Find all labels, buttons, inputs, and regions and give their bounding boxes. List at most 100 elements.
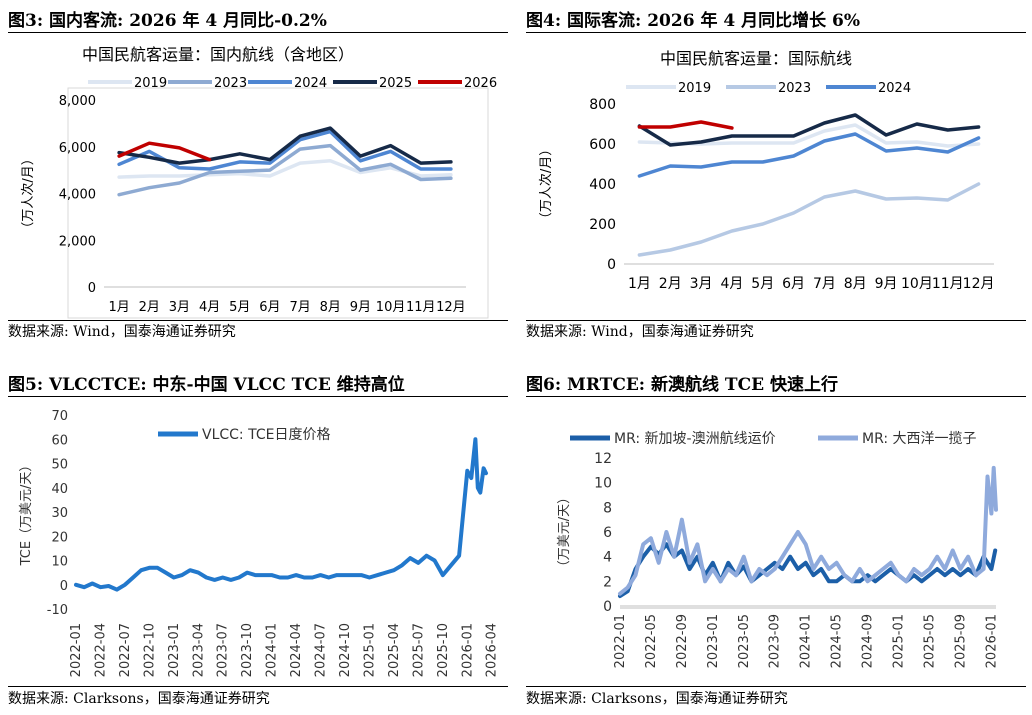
y-tick-label: 30	[51, 506, 68, 521]
y-tick-label: 800	[589, 97, 616, 113]
x-tick-label: 12月	[963, 276, 995, 292]
x-tick-label: 6月	[259, 300, 280, 315]
x-tick-label: 2022-10	[142, 623, 157, 677]
chart-mr: 0 2 4 6 8 10 12 （万美元/天） 2022-01 2022-05 2022-09 202…	[557, 430, 999, 668]
chart-title: 中国民航客运量：国内航线（含地区）	[82, 45, 354, 64]
panel-mr: 图6: MRTCE: 新澳航线 TCE 快速上行 0 2 4 6 8 10 12 （万美元/天…	[526, 370, 1026, 710]
x-tick-label: 2023-01	[167, 623, 182, 677]
x-tick-label: 2024-09	[861, 614, 876, 668]
source-note: 数据来源: Wind，国泰海通证券研究	[8, 324, 236, 340]
x-tick-label: 2025-01	[892, 614, 907, 668]
x-tick-label: 2024-05	[830, 614, 845, 668]
x-tick-label: 4月	[199, 300, 220, 315]
series-line-series-3	[637, 113, 981, 147]
x-tick-label: 2024-01	[265, 623, 280, 677]
x-tick-label: 2024-01	[799, 614, 814, 668]
chart-vlcc: -10 0 10 20 30 40 50 60 70 TCE（万美元/天） 2022-01 2022-…	[19, 409, 500, 677]
title-rule	[526, 32, 1026, 33]
x-tick-label: 8月	[844, 276, 867, 292]
x-tick-label: 2024-04	[289, 623, 304, 677]
x-tick-label: 2024-10	[338, 623, 353, 677]
x-tick-label: 2022-09	[675, 614, 690, 668]
x-tick-label: 11月	[406, 300, 436, 315]
title-rule	[526, 396, 1026, 397]
x-tick-label: 2025-05	[922, 614, 937, 668]
y-tick-label: 0	[60, 579, 68, 594]
y-tick-label: -10	[47, 603, 68, 618]
chart-title: 中国民航客运量：国际航线	[660, 49, 852, 68]
series-line-MR: 新加坡-澳洲航线运价	[618, 542, 998, 599]
legend-label: MR: 大西洋一揽子	[862, 430, 977, 447]
chart-domestic: 中国民航客运量：国内航线（含地区） 0 2,000 4,000 6,000 8,000 （万…	[20, 45, 497, 319]
y-tick-label: 8,000	[59, 94, 96, 109]
y-tick-label: 2	[603, 574, 612, 590]
y-tick-label: 10	[594, 476, 612, 492]
x-tick-label: 2025-09	[953, 614, 968, 668]
x-tick-label: 7月	[813, 276, 836, 292]
figure-title: 图6: MRTCE: 新澳航线 TCE 快速上行	[526, 375, 838, 395]
y-tick-label: 8	[603, 500, 612, 516]
series-line-2019	[117, 159, 453, 179]
legend-label: 2025	[379, 76, 412, 91]
x-tick-label: 1月	[628, 276, 651, 292]
x-tick-label: 12月	[436, 300, 466, 315]
x-tick-label: 2025-07	[411, 623, 426, 677]
x-tick-label: 9月	[875, 276, 898, 292]
y-axis-label: （万人次/月）	[20, 152, 36, 234]
x-tick-label: 8月	[320, 300, 341, 315]
legend-label: 2023	[214, 76, 247, 91]
x-tick-label: 2022-04	[93, 623, 108, 677]
x-tick-label: 2025-04	[387, 623, 402, 677]
title-rule	[8, 396, 508, 397]
x-tick-label: 1月	[108, 300, 129, 315]
source-rule	[526, 686, 1026, 687]
y-tick-label: 400	[589, 177, 616, 193]
y-tick-label: 0	[607, 257, 616, 273]
source-note: 数据来源: Clarksons，国泰海通证券研究	[8, 691, 270, 707]
x-tick-label: 2025-01	[362, 623, 377, 677]
legend-label: VLCC: TCE日度价格	[202, 427, 330, 443]
y-tick-label: 50	[51, 458, 68, 473]
title-rule	[8, 32, 508, 33]
x-tick-label: 4月	[720, 276, 743, 292]
x-tick-label: 3月	[169, 300, 190, 315]
y-tick-label: 6,000	[59, 141, 96, 156]
plot-frame	[67, 87, 489, 319]
x-tick-label: 2023-09	[768, 614, 783, 668]
x-tick-label: 2022-05	[644, 614, 659, 668]
series-line-2023	[117, 143, 453, 197]
y-tick-label: 10	[51, 555, 68, 570]
x-tick-label: 10月	[901, 276, 933, 292]
panel-domestic: 图3: 国内客流: 2026 年 4 月同比-0.2% 中国民航客运量：国内航线…	[8, 6, 508, 342]
figure-title: 图4: 国际客流: 2026 年 4 月同比增长 6%	[526, 11, 861, 31]
x-tick-label: 2月	[139, 300, 160, 315]
x-tick-label: 2024-07	[314, 623, 329, 677]
x-tick-label: 2026-01	[984, 614, 999, 668]
y-axis-label: TCE（万美元/天）	[19, 459, 34, 567]
figure-title: 图3: 国内客流: 2026 年 4 月同比-0.2%	[8, 11, 327, 31]
source-note: 数据来源: Wind，国泰海通证券研究	[526, 324, 754, 340]
x-tick-label: 5月	[229, 300, 250, 315]
series-line-2024	[637, 132, 981, 178]
x-tick-label: 2023-04	[191, 623, 206, 677]
x-tick-label: 2022-07	[118, 623, 133, 677]
y-axis-label: （万人次/月）	[538, 143, 554, 225]
y-tick-label: 60	[51, 433, 68, 448]
y-tick-label: 600	[589, 137, 616, 153]
series-line-2024	[117, 129, 453, 171]
x-tick-label: 2022-01	[69, 623, 84, 677]
series-line-2023	[637, 182, 981, 257]
y-tick-label: 4,000	[59, 188, 96, 203]
source-rule	[8, 686, 508, 687]
x-tick-label: 2025-10	[436, 623, 451, 677]
y-tick-label: 0	[88, 281, 96, 296]
y-tick-label: 70	[51, 409, 68, 424]
y-tick-label: 4	[603, 550, 612, 566]
y-tick-label: 2,000	[59, 234, 96, 249]
panel-international: 图4: 国际客流: 2026 年 4 月同比增长 6% 中国民航客运量：国际航线…	[526, 6, 1026, 342]
series-line-2026	[117, 141, 212, 162]
y-axis-label: （万美元/天）	[557, 491, 572, 573]
figure-title: 图5: VLCCTCE: 中东-中国 VLCC TCE 维持高位	[8, 375, 405, 395]
x-tick-label: 2023-10	[240, 623, 255, 677]
source-rule	[526, 320, 1026, 321]
